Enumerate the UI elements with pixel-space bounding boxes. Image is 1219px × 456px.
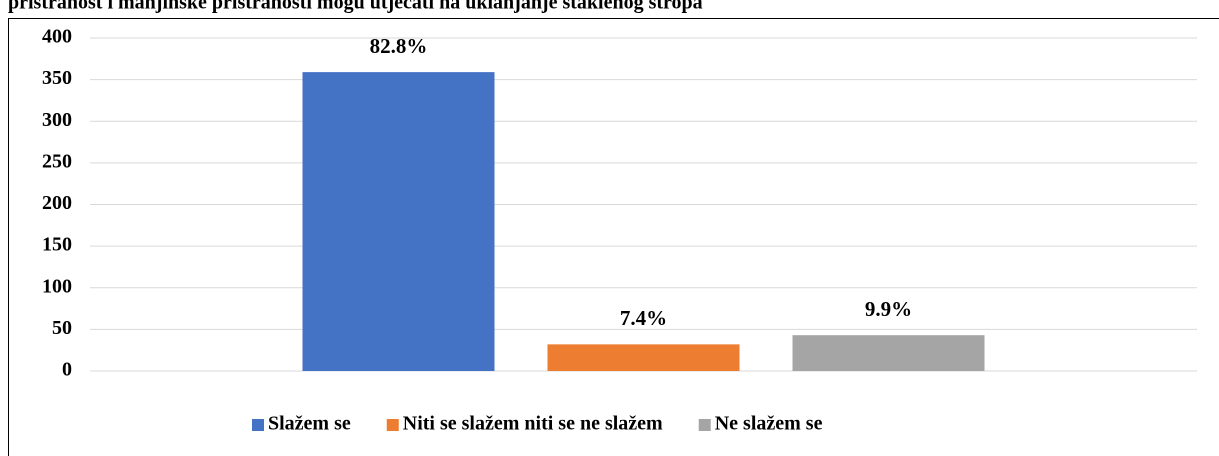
y-tick-label: 100 xyxy=(42,275,72,297)
y-tick-label: 50 xyxy=(52,317,72,339)
legend-swatch xyxy=(252,419,264,431)
y-tick-label: 400 xyxy=(42,26,72,48)
value-label: 9.9% xyxy=(865,297,912,321)
legend-swatch xyxy=(698,419,711,431)
bar xyxy=(792,335,985,371)
y-tick-label: 200 xyxy=(42,192,72,214)
value-label: 7.4% xyxy=(620,306,667,330)
legend-label: Niti se slažem niti se ne slažem xyxy=(403,413,663,435)
y-tick-label: 300 xyxy=(42,109,72,131)
legend-swatch xyxy=(386,419,399,431)
chart-title: pristranost i manjinske pristranosti mog… xyxy=(8,0,703,14)
bar xyxy=(547,344,740,371)
y-tick-label: 250 xyxy=(42,150,72,172)
legend-label: Slažem se xyxy=(268,413,351,435)
bar xyxy=(302,72,495,371)
legend-label: Ne slažem se xyxy=(715,413,823,435)
chart-frame xyxy=(8,18,1219,456)
value-label: 82.8% xyxy=(370,34,428,58)
y-tick-label: 0 xyxy=(62,359,72,381)
y-tick-label: 350 xyxy=(42,67,72,89)
y-tick-label: 150 xyxy=(42,234,72,256)
